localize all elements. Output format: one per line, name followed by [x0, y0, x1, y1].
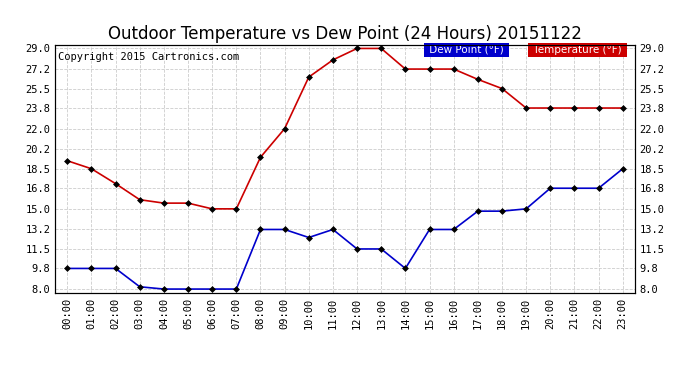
Text: Copyright 2015 Cartronics.com: Copyright 2015 Cartronics.com: [58, 53, 239, 62]
Text: Temperature (°F): Temperature (°F): [531, 45, 625, 55]
Title: Outdoor Temperature vs Dew Point (24 Hours) 20151122: Outdoor Temperature vs Dew Point (24 Hou…: [108, 26, 582, 44]
Text: Dew Point (°F): Dew Point (°F): [426, 45, 507, 55]
